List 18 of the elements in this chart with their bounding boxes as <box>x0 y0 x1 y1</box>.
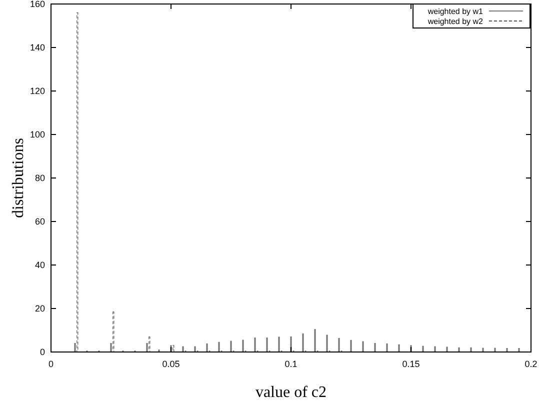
y-tick-label: 20 <box>34 304 45 314</box>
x-tick-label: 0 <box>48 359 54 369</box>
y-tick-label: 40 <box>34 260 45 270</box>
y-tick-label: 60 <box>34 216 45 226</box>
x-axis-title: value of c2 <box>255 384 327 401</box>
legend-label: weighted by w2 <box>426 17 484 26</box>
x-tick-label: 0.2 <box>524 359 538 369</box>
y-tick-label: 160 <box>30 0 45 9</box>
y-tick-label: 140 <box>30 42 45 52</box>
x-tick-label: 0.05 <box>162 359 180 369</box>
x-tick-label: 0.1 <box>284 359 298 369</box>
y-tick-label: 100 <box>30 130 45 140</box>
y-axis-title: distributions <box>10 138 27 218</box>
y-tick-label: 0 <box>40 347 45 357</box>
y-tick-label: 80 <box>34 173 45 183</box>
y-tick-label: 120 <box>30 86 45 96</box>
x-tick-label: 0.15 <box>402 359 420 369</box>
legend-label: weighted by w1 <box>426 7 484 16</box>
